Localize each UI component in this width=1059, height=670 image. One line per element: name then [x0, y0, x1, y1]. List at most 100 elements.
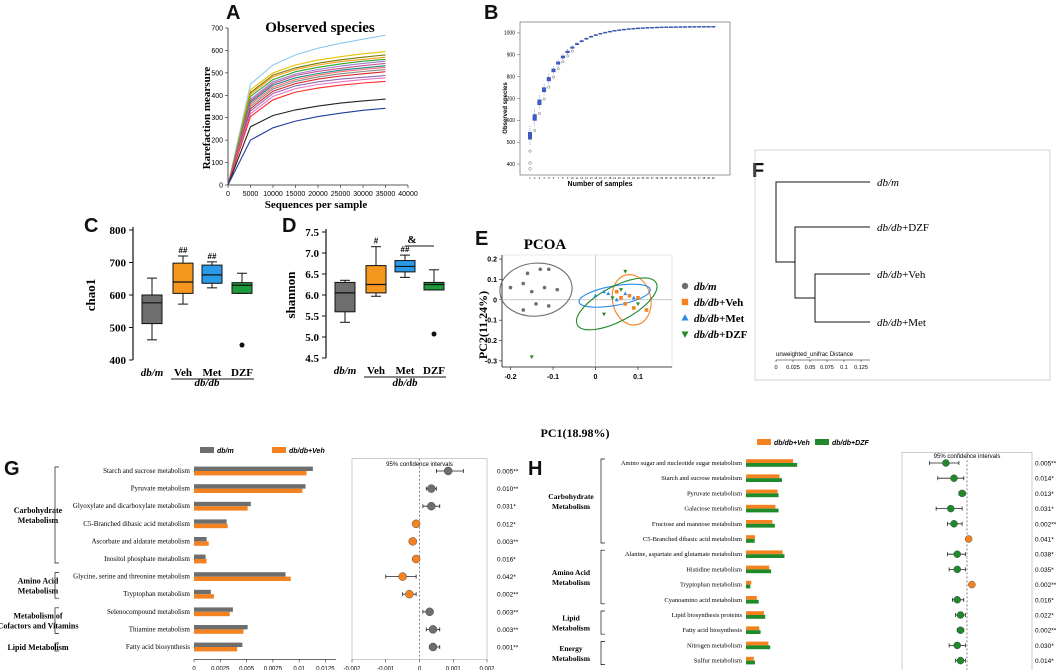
panel-h-sig-9: 0.016* — [1035, 597, 1054, 604]
panel-g-row-label-10: Fatty acid biosynthesis — [126, 643, 190, 651]
panel-b-box-9 — [570, 46, 575, 49]
panel-b-box-16 — [603, 31, 608, 34]
panel-h-row-label-8: Tryptophan metabolism — [680, 582, 742, 589]
panel-g-bar-x-tick-label: 0.0075 — [264, 666, 283, 670]
panel-g-bar-b-4 — [194, 541, 209, 546]
panel-c-box-1 — [172, 262, 194, 294]
panel-b-box-6 — [556, 61, 561, 65]
panel-b-box-21 — [626, 28, 631, 30]
panel-h-diff-point-0 — [942, 459, 950, 467]
panel-f-leaf-prefix-2: db/db — [877, 269, 903, 281]
panel-g-row-label-2: Glyoxylate and dicarboxylate metabolism — [73, 502, 191, 510]
panel-b-x-tick-label: 8 — [562, 176, 564, 180]
panel-h-bar-a-9 — [746, 596, 757, 600]
panel-letter-g: G — [4, 458, 20, 480]
panel-h-diff-point-3 — [947, 504, 955, 513]
panel-h-bar-b-2 — [746, 493, 779, 498]
panel-b-box-8 — [565, 50, 570, 54]
panel-b-x-tick-label: 39 — [707, 176, 710, 180]
panel-g-diff-point-3 — [411, 519, 421, 528]
panel-a-y-tick-label: 600 — [211, 48, 223, 55]
panel-e-legend-label-1: db/db+Veh — [694, 297, 743, 309]
panel-g-bar-a-5 — [194, 554, 206, 559]
panel-h-bar-b-3 — [746, 508, 779, 513]
panel-b-x-tick-label: 37 — [698, 176, 701, 180]
panel-c-box-2 — [201, 264, 223, 284]
panel-b-y-tick-label: 600 — [507, 118, 516, 124]
panel-h-category-bracket-2 — [600, 610, 605, 635]
panel-g-sig-1: 0.010** — [497, 486, 519, 493]
panel-h-bar-a-2 — [746, 489, 778, 494]
panel-g-bar-b-8 — [194, 611, 230, 617]
panel-g-bar-a-1 — [194, 484, 306, 489]
panel-a-x-tick-label: 10000 — [263, 191, 283, 198]
panel-b-box-34 — [687, 26, 692, 28]
panel-b-frame — [519, 21, 731, 176]
panel-d-y-tick-label: 5.0 — [305, 332, 319, 344]
panel-g-bar-x-tick-label: 0.0025 — [211, 666, 230, 670]
panel-a-x-tick-label: 40000 — [398, 191, 418, 198]
panel-g-bar-x-tick-label: 0.01 — [293, 666, 305, 670]
panel-g-bar-b-10 — [194, 647, 238, 652]
panel-f-frame — [754, 149, 1051, 381]
panel-e-legend-label-0: db/m — [694, 281, 717, 293]
panel-b-x-tick-label: 27 — [651, 176, 654, 180]
panel-letter-h: H — [528, 458, 543, 480]
panel-f-leaf-label-3: db/db+Met — [877, 317, 926, 329]
panel-g-bar-b-2 — [194, 506, 248, 511]
panel-e-point-11 — [614, 289, 619, 294]
panel-g-ci-title: 95% confidence intervals — [386, 462, 453, 468]
panel-e-point-9 — [546, 304, 551, 308]
panel-h-sig-11: 0.002** — [1035, 628, 1057, 635]
panel-b-x-tick-label: 5 — [548, 176, 550, 180]
panel-c-group-label: db/db — [194, 377, 220, 389]
panel-e-ylabel: PC2(11.24%) — [476, 291, 490, 359]
panel-h-diff-point-13 — [956, 656, 965, 665]
panel-h-diff-point-2 — [958, 489, 966, 498]
panel-c-outlier-3 — [239, 342, 245, 348]
panel-h-diff-point-12 — [953, 641, 961, 650]
panel-e-point-27 — [636, 302, 640, 307]
panel-e-y-tick-label: 0 — [493, 297, 497, 304]
panel-h-sig-2: 0.013* — [1035, 491, 1054, 498]
panel-g-bar-b-6 — [194, 576, 291, 581]
panel-b-box-7 — [560, 55, 565, 59]
panel-a-curve-11 — [227, 74, 386, 186]
panel-h-bar-a-6 — [746, 550, 783, 555]
panel-b-x-tick-label: 2 — [534, 176, 536, 180]
panel-h-bar-b-9 — [746, 599, 759, 604]
panel-f-axis-title: unweighted_unifrac Distance — [776, 352, 854, 358]
panel-g-bar-b-7 — [194, 594, 214, 599]
panel-h-row-label-4: Fructose and mannose metabolism — [652, 521, 742, 528]
panel-b-box-12 — [584, 38, 589, 40]
panel-e-legend-prefix-0: db/m — [694, 281, 717, 293]
panel-e-point-24 — [602, 312, 606, 317]
panel-b-box-27 — [654, 26, 659, 29]
panel-a-y-tick-label: 100 — [211, 160, 223, 167]
panel-e-xlabel: PC1(18.98%) — [541, 426, 610, 440]
panel-h-sig-5: 0.041* — [1035, 537, 1054, 544]
panel-e-ellipse-0 — [499, 262, 573, 317]
panel-d-y-tick-label: 6.5 — [305, 269, 319, 281]
panel-a-x-tick-label: 35000 — [376, 191, 396, 198]
panel-c-x-label-1: Veh — [174, 367, 192, 379]
panel-g-sig-0: 0.005** — [497, 469, 519, 476]
panel-b-outlier-1 — [533, 129, 537, 132]
panel-g-sig-3: 0.012* — [497, 521, 516, 528]
panel-g-diff-point-10 — [428, 642, 438, 652]
panel-g-diff-point-4 — [408, 537, 417, 546]
panel-e-legend-suffix-2: +Met — [719, 313, 745, 325]
panel-a-y-tick-label: 400 — [211, 93, 223, 100]
panel-g-sig-8: 0.003** — [497, 609, 519, 616]
panel-b-x-tick-label: 21 — [623, 176, 626, 180]
panel-a-curve-0 — [227, 34, 386, 186]
panel-b-box-14 — [593, 34, 598, 36]
panel-b-y-tick-label: 1000 — [504, 31, 515, 37]
panel-g-diff-point-7 — [405, 590, 414, 599]
panel-c-x-label-3: DZF — [231, 367, 253, 379]
panel-h-bar-b-10 — [746, 615, 766, 619]
panel-e-point-5 — [529, 289, 534, 294]
panel-b-x-tick-label: 28 — [655, 176, 658, 180]
panel-g-bar-a-8 — [194, 607, 233, 612]
